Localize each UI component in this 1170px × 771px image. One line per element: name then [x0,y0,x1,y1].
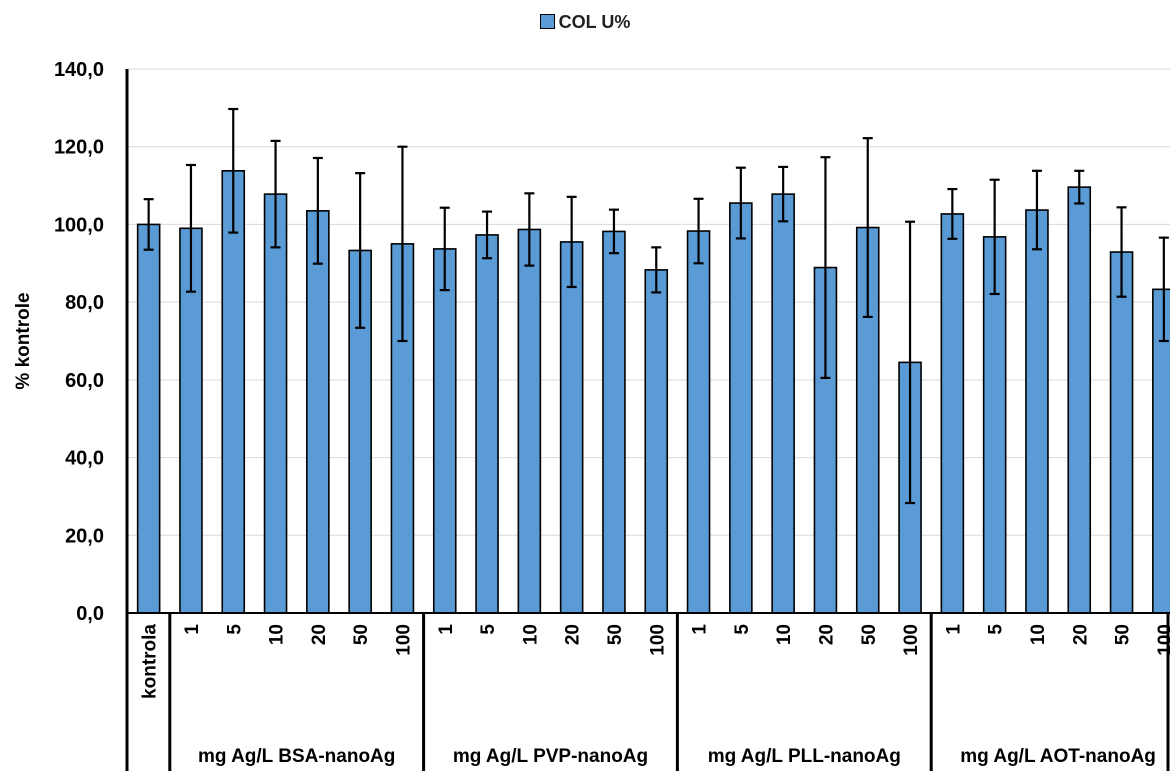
y-tick-label: 0,0 [76,603,104,625]
bar [559,241,584,614]
bar [517,228,542,614]
legend: COL U% [0,12,1170,33]
y-tick-label: 20,0 [65,525,104,547]
x-tick-label: 100 [647,624,668,656]
x-tick-label: 50 [351,624,372,645]
x-tick-label: 20 [563,624,584,645]
x-tick-label: 20 [1070,624,1091,645]
x-tick-label: 1 [943,624,964,635]
x-tick-label: 50 [1113,624,1134,645]
x-tick-label: kontrola [140,624,161,699]
group-label: mg Ag/L PVP-nanoAg [453,746,648,767]
bar [306,210,330,614]
legend-swatch [539,14,555,29]
x-tick-label: 5 [478,624,499,635]
x-tick-label: 1 [182,624,203,635]
x-tick-label: 50 [859,624,880,645]
bar [729,202,753,614]
x-tick-label: 10 [1028,624,1049,645]
y-tick-label: 140,0 [54,59,104,81]
bar [221,170,246,614]
y-tick-label: 40,0 [65,448,104,470]
bar [136,223,161,614]
y-tick-label: 100,0 [54,214,104,236]
bar [940,213,965,614]
y-axis-title: % kontrole [13,292,34,389]
x-tick-label: 1 [436,624,457,635]
x-tick-label: 100 [393,624,414,656]
x-tick-label: 10 [267,624,288,645]
bar [602,230,626,614]
bar [771,193,795,614]
bar [1109,251,1134,614]
x-tick-label: 20 [816,624,837,645]
bar [644,269,669,614]
x-tick-label: 10 [774,624,795,645]
bar [263,193,288,614]
y-tick-label: 80,0 [65,292,104,314]
x-tick-label: 100 [1155,624,1170,656]
bar [432,248,457,614]
x-tick-label: 10 [520,624,541,645]
x-tick-label: 5 [732,624,753,635]
legend-label: COL U% [558,12,631,32]
x-tick-label: 50 [605,624,626,645]
x-tick-label: 1 [690,624,711,635]
y-tick-label: 60,0 [65,370,104,392]
x-tick-label: 20 [309,624,330,645]
y-tick-label: 120,0 [54,137,104,159]
bar [1025,209,1049,614]
x-tick-label: 100 [901,624,922,656]
x-tick-label: 5 [224,624,245,635]
group-label: mg Ag/L PLL-nanoAg [708,746,901,767]
bar [475,234,499,614]
group-label: mg Ag/L AOT-nanoAg [960,746,1156,767]
bar [686,230,711,614]
group-label: mg Ag/L BSA-nanoAg [198,746,395,767]
bar [1152,288,1170,614]
bar [1067,186,1092,614]
x-tick-label: 5 [986,624,1007,635]
